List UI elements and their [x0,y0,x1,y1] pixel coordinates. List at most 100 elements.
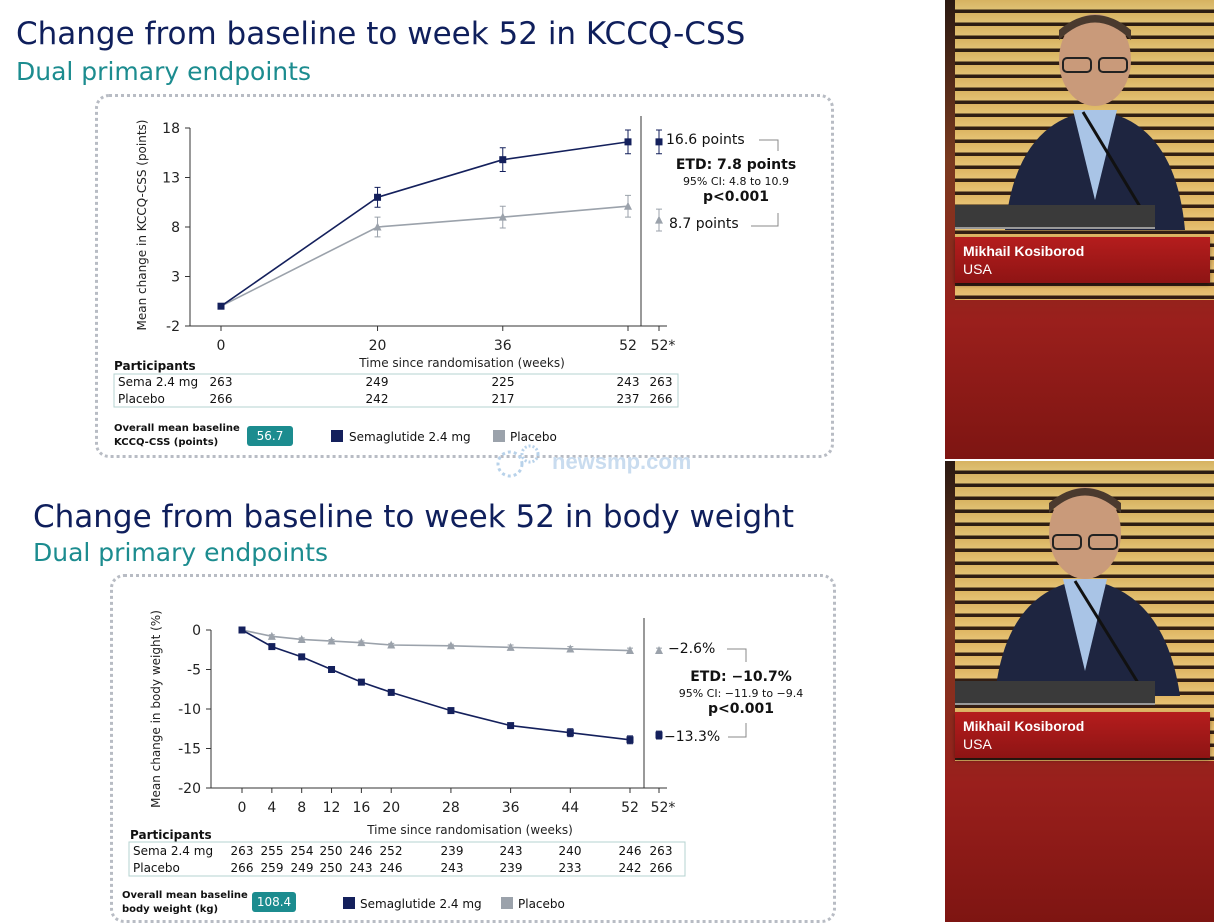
x-tick-label: 0 [217,338,226,354]
baseline-label-line1: Overall mean baseline [122,890,248,901]
y-tick-label: -15 [178,742,201,758]
placebo-week52-point [655,646,663,655]
participants-cell: 243 [500,844,523,858]
participants-cell: 249 [291,861,314,875]
bracket-top [759,139,779,151]
placebo-line [241,629,631,652]
placebo-week52-value: −2.6% [668,641,715,657]
participants-cell: 266 [650,861,673,875]
x-axis-label: Time since randomisation (weeks) [358,356,565,370]
participants-cell: 246 [380,861,403,875]
sema-point [298,653,306,661]
sema-week52-point [655,731,663,739]
sema-point [387,688,395,696]
speaker-figure [1005,14,1185,230]
sema-line [241,629,631,741]
p-value-label: p<0.001 [708,701,774,717]
sema-point [357,678,365,686]
y-tick-label: 18 [162,121,180,137]
participants-cell: 250 [320,861,343,875]
x-tick-label: 20 [382,800,400,816]
participants-cell: 246 [350,844,373,858]
ci-label: 95% CI: −11.9 to −9.4 [679,687,804,700]
placebo-point [446,641,455,650]
participants-cell: 243 [441,861,464,875]
legend-swatch-sema [331,430,343,442]
participants-cell: 243 [617,375,640,389]
sema-point [626,736,634,744]
placebo-point [624,201,632,210]
kccq-chart: -2 3 8 13 18 0 20 36 52 52* Time since randomisat… [113,116,796,448]
placebo-point [506,642,515,651]
legend-label-placebo: Placebo [510,430,557,444]
sema-point [566,729,574,737]
sema-week52-point [655,138,663,146]
speaker-video-top: Mikhail Kosiborod USA [945,0,1214,459]
watermark-text: newsmp.com [552,449,692,474]
legend-label-sema: Semaglutide 2.4 mg [360,897,482,911]
etd-label: ETD: −10.7% [690,669,792,685]
podium [955,205,1155,229]
placebo-point [297,634,306,643]
sema-line [220,141,629,307]
podium [955,681,1155,705]
slide-title: Change from baseline to week 52 in KCCQ-… [16,16,746,52]
speaker-figure [995,487,1180,696]
x-tick-label: 52 [619,338,637,354]
y-tick-label: 8 [171,220,180,236]
x-tick-label: 0 [238,800,247,816]
baseline-label-line2: body weight (kg) [122,904,218,915]
participants-cell: 266 [210,392,233,406]
speaker-name: Mikhail Kosiborod [963,243,1085,259]
participants-row-label: Placebo [133,861,180,875]
chart-panel [95,94,834,458]
y-tick-label: -2 [166,319,180,335]
legend-label-placebo: Placebo [518,897,565,911]
p-value-label: p<0.001 [703,189,769,205]
participants-cell: 263 [650,375,673,389]
baseline-value: 108.4 [257,895,291,909]
slide-subtitle: Dual primary endpoints [33,538,328,567]
participants-cell: 233 [559,861,582,875]
participants-cell: 242 [619,861,642,875]
participants-cell: 240 [559,844,582,858]
placebo-week52-value: 8.7 points [669,216,739,232]
y-tick-label: -5 [187,663,201,679]
participants-cell: 266 [231,861,254,875]
placebo-point [626,646,634,655]
legend-swatch-placebo [493,430,505,442]
participants-heading: Participants [114,359,196,373]
participants-row-label: Sema 2.4 mg [133,844,213,858]
x-tick-label: 8 [297,800,306,816]
participants-cell: 237 [617,392,640,406]
participants-cell: 250 [320,844,343,858]
placebo-line [220,205,629,307]
placebo-point [498,212,507,221]
body-weight-chart: 0 -5 -10 -15 -20 0 4 8 12 16 20 28 36 44 52 52* Time si… [122,610,804,915]
ci-label: 95% CI: 4.8 to 10.9 [683,175,789,188]
y-tick-label: -20 [178,781,201,797]
x-tick-label: 28 [442,800,460,816]
x-tick-label: 36 [494,338,512,354]
baseline-label-line1: Overall mean baseline [114,423,240,434]
x-tick-label: 16 [352,800,370,816]
legend-swatch-placebo [501,897,513,909]
participants-cell: 263 [210,375,233,389]
y-tick-label: 0 [192,623,201,639]
baseline-badge [247,426,293,446]
participants-cell: 243 [350,861,373,875]
placebo-point [566,644,575,653]
slide-title: Change from baseline to week 52 in body … [33,499,794,535]
sema-point [507,722,515,730]
slide-subtitle: Dual primary endpoints [16,57,311,86]
slide-kccq: Change from baseline to week 52 in KCCQ-… [0,0,945,461]
baseline-label-line2: KCCQ-CSS (points) [114,437,218,448]
y-tick-label: 13 [162,171,180,187]
x-tick-label: 52* [651,800,676,816]
participants-cell: 263 [231,844,254,858]
placebo-point [357,638,366,647]
baseline-badge [252,892,296,912]
participants-cell: 255 [261,844,284,858]
sema-point [499,156,507,164]
participants-cell: 246 [619,844,642,858]
